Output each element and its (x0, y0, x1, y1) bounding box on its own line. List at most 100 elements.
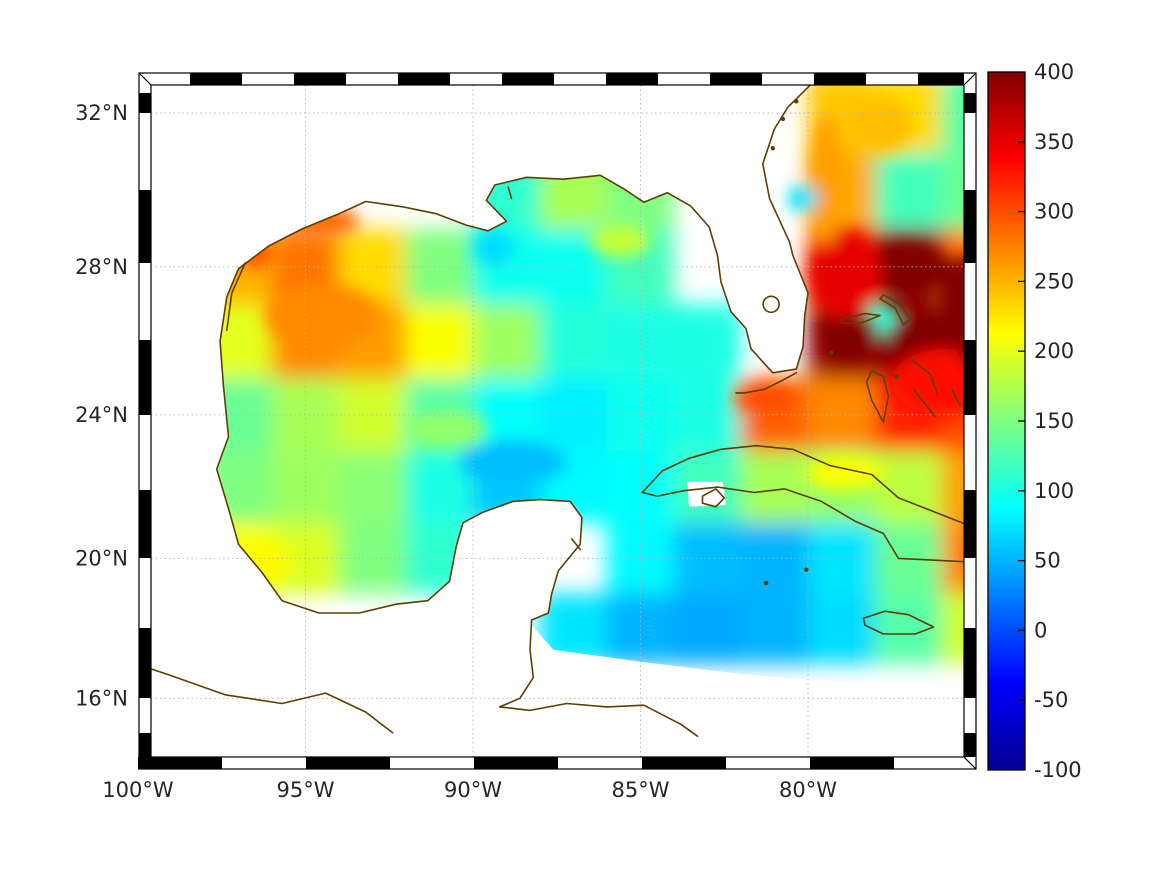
island-outline-grand_bahama (840, 312, 881, 324)
land-mask-us_land (151, 85, 811, 373)
coastline-honduras (499, 702, 699, 737)
island-outline-abaco (879, 294, 911, 326)
coastline-eleuthera (911, 359, 938, 394)
coastline-texas_barrier (226, 262, 246, 332)
lon-tick-label: 95°W (277, 778, 335, 802)
coastline-cat_island (951, 388, 962, 407)
frame-seg-left (139, 490, 151, 558)
heatmap-cell (339, 451, 406, 523)
heatmap-cell (473, 304, 540, 379)
heatmap-cell (808, 522, 875, 594)
coastline-exuma (912, 388, 937, 418)
frame-seg-left (139, 190, 151, 263)
lat-tick-label: 20°N (75, 546, 128, 570)
heatmap-cell (808, 378, 875, 452)
frame-corner-bevel (963, 756, 977, 770)
heatmap-blob (808, 229, 882, 320)
heatmap-cell (674, 593, 741, 664)
lat-tick-labels: 32°N 28°N 24°N 20°N 16°N (75, 101, 128, 710)
heatmap-blob (265, 283, 380, 348)
frame-corner-bevel (963, 72, 977, 86)
frame-band (139, 73, 976, 85)
coastline-cozumel (571, 538, 581, 551)
frame-seg-top (710, 73, 762, 85)
heatmap-cell (741, 593, 808, 664)
lat-tick-label: 32°N (75, 101, 128, 125)
map-frame (138, 72, 977, 770)
islet-dot (770, 146, 776, 151)
islet-dot (894, 374, 899, 379)
heatmap-cell (607, 304, 674, 379)
islet-dot (763, 580, 769, 586)
island-outline-jamaica (862, 610, 935, 635)
heatmap-cell (942, 451, 964, 523)
frame-seg-right (964, 190, 976, 263)
frame-seg-bottom (642, 757, 726, 769)
land-mask-caribbean_nodata (528, 621, 964, 757)
lat-tick-label: 24°N (75, 403, 128, 427)
frame-seg-right (964, 93, 976, 113)
heatmap-blob (406, 411, 487, 448)
frame-seg-right (964, 628, 976, 698)
lon-tick-label: 80°W (779, 778, 837, 802)
heatmap-cell (808, 593, 875, 664)
heatmap-cell (942, 85, 964, 153)
island-outline-isla_juventud (701, 488, 726, 508)
frame-seg-top (398, 73, 450, 85)
heatmap-blob (891, 348, 964, 415)
frame-corner-bevel (138, 756, 152, 770)
frame-seg-top (814, 73, 866, 85)
lon-tick-labels: 100°W 95°W 90°W 85°W 80°W (102, 778, 837, 802)
frame-inner-border (150, 84, 965, 758)
heatmap-cell (540, 304, 607, 379)
colorbar-tick-label: -100 (1034, 758, 1082, 782)
frame-outer-border (138, 72, 977, 770)
frame-seg-bottom (810, 757, 894, 769)
frame-seg-right (964, 733, 976, 757)
heatmap-cell (875, 152, 942, 229)
graticule-layer (151, 85, 964, 757)
colorbar-tick-label: 250 (1034, 269, 1074, 293)
colorbar-tick-label: -50 (1034, 688, 1068, 712)
coastline-layer (151, 85, 964, 737)
island-outline-cuba (641, 444, 964, 563)
heatmap-cell (540, 378, 607, 452)
heatmap-blob (861, 242, 949, 292)
heatmap-cell (741, 451, 808, 523)
lon-tick-label: 90°W (444, 778, 502, 802)
lon-tick-label: 100°W (102, 778, 174, 802)
colorbar-tick-label: 150 (1034, 409, 1074, 433)
heatmap-blob (851, 97, 912, 153)
colorbar: 400 350 300 250 200 150 100 50 0 -50 -100 (987, 60, 1082, 782)
frame-seg-bottom (306, 757, 390, 769)
frame-seg-left (139, 628, 151, 698)
frame-seg-left (139, 93, 151, 113)
colorbar-tick-label: 100 (1034, 479, 1074, 503)
lake-okeechobee (762, 295, 780, 314)
lat-tick-label: 16°N (75, 686, 128, 710)
heatmap-cell (607, 593, 674, 664)
heatmap-cell (875, 593, 942, 664)
frame-seg-right (964, 490, 976, 558)
heatmap-blob (952, 291, 964, 363)
islet-dot (794, 99, 799, 104)
colorbar-tick-label: 350 (1034, 130, 1074, 154)
frame-seg-top (190, 73, 242, 85)
islet-dot (829, 350, 834, 355)
frame-seg-top (294, 73, 346, 85)
coastline-us_gulf_atlantic (219, 85, 812, 374)
lat-tick-label: 28°N (75, 255, 128, 279)
colorbar-tick-label: 50 (1034, 549, 1061, 573)
heatmap-blob (811, 113, 842, 245)
frame-seg-left (139, 340, 151, 415)
heatmap-cell (674, 304, 741, 379)
heatmap-cell (674, 378, 741, 452)
land-mask-mexico_land (151, 341, 582, 757)
heatmap-cell (942, 152, 964, 229)
frame-seg-top (606, 73, 658, 85)
frame-seg-bottom (138, 757, 222, 769)
heatmap-cell (741, 522, 808, 594)
coastline-mexico_belize (215, 340, 583, 708)
